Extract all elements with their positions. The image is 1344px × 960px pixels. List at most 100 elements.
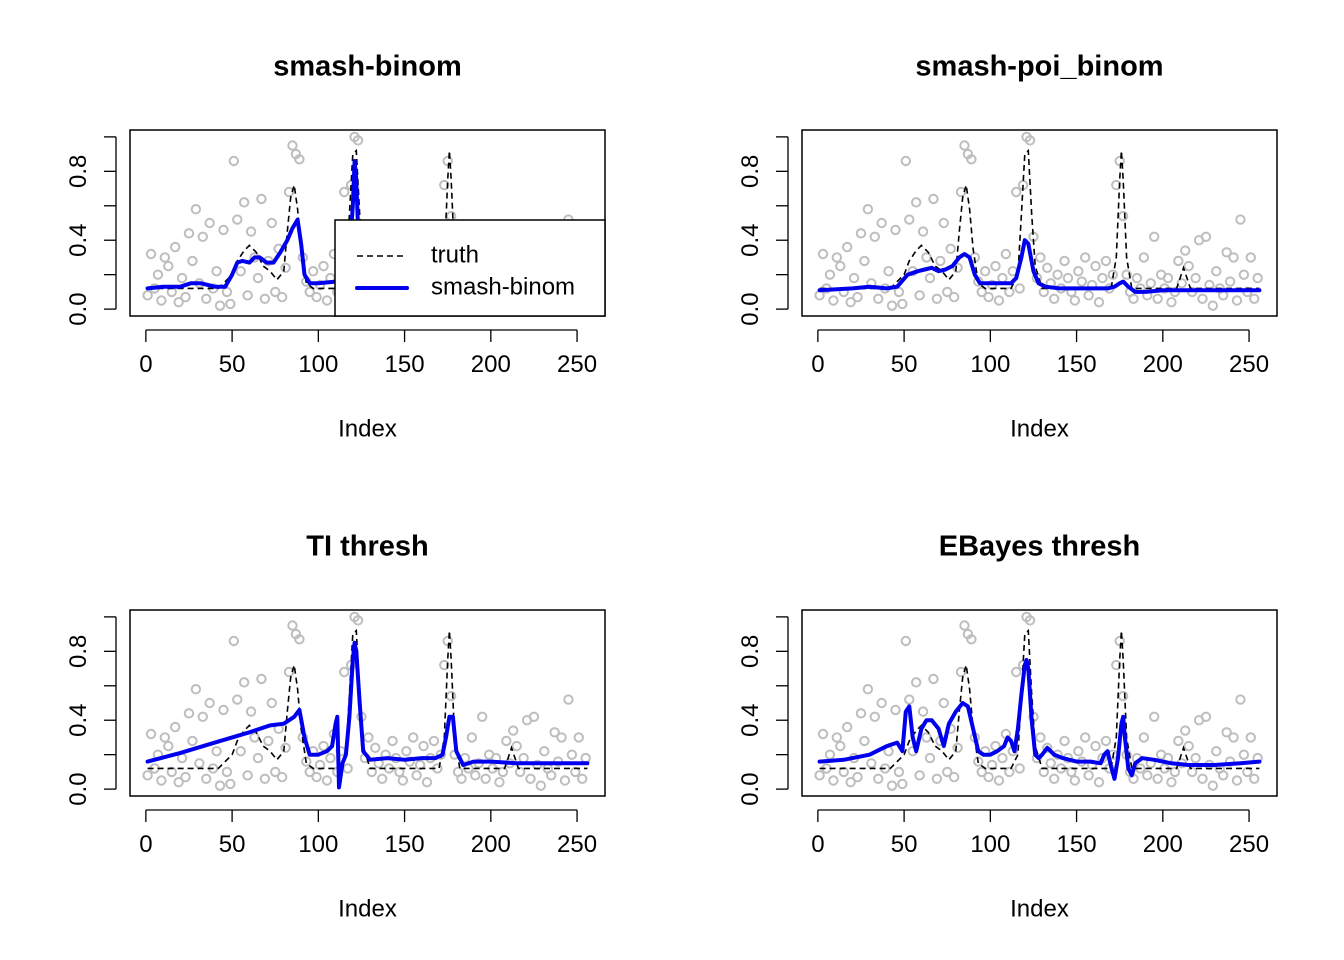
panel-2: smash-poi_binom 0 50 100 150 200 250 0.0 0.4 0.8 I… [737,51,1278,442]
data-point [814,770,825,781]
data-point [294,634,305,645]
data-point [997,752,1008,764]
data-point [535,780,547,791]
data-point [259,773,271,784]
data-point [163,260,174,272]
data-point [283,666,295,678]
x-tick-label: 150 [1057,351,1097,378]
data-point [845,297,856,308]
data-point [280,262,291,273]
data-point [276,771,288,783]
data-point [1093,297,1105,308]
data-point [1014,763,1025,774]
data-point [921,252,932,263]
x-tick-label: 100 [970,831,1010,858]
data-point [187,735,198,747]
data-point [445,210,457,222]
data-point [307,266,319,277]
data-point [304,286,315,298]
data-point [1180,725,1191,736]
data-point [318,260,329,272]
data-point [142,290,153,301]
plot-area [814,131,1263,311]
data-point [900,155,912,167]
data-point [190,684,202,695]
data-point [817,728,829,740]
data-point [862,204,874,215]
data-point [859,255,870,267]
x-tick-label: 150 [385,831,425,858]
y-tick-label: 0.4 [737,704,764,737]
data-point [376,773,388,784]
data-point [852,771,863,783]
data-point [993,295,1005,306]
data-point [973,756,984,767]
x-tick-label: 250 [1229,831,1269,858]
data-point [545,770,557,781]
data-point [211,266,222,277]
data-point [256,673,267,685]
data-point [873,293,884,304]
data-point [1183,260,1194,272]
data-point [1114,155,1125,167]
data-point [1062,272,1074,284]
data-point [1148,231,1160,242]
data-point [904,694,915,705]
x-tick-label: 100 [298,351,338,378]
legend-box [334,219,606,317]
data-point [824,749,836,760]
panel-title: smash-binom [273,51,462,83]
data-point [1200,231,1212,242]
data-point [159,732,171,743]
panel-4: EBayes thresh 0 50 100 150 200 250 0.0 0.4 0.8 Ind… [737,531,1278,922]
data-point [187,255,198,267]
data-point [897,778,908,790]
data-point [1173,255,1184,267]
data-point [1073,746,1084,757]
x-tick-label: 50 [219,351,246,378]
y-tick-label: 0.4 [65,224,92,257]
data-point [1052,269,1063,280]
data-point [1162,272,1174,284]
data-point [301,756,312,767]
data-point [580,752,591,764]
data-point [418,740,429,752]
data-point [525,773,536,784]
data-point [352,615,364,626]
y-tick-label: 0.0 [737,772,764,805]
data-point [955,666,967,678]
data-point [1073,266,1084,277]
data-point [566,749,578,760]
data-point [194,758,205,769]
data-point [993,775,1005,786]
data-point [266,697,277,709]
data-point [1000,248,1012,260]
data-point [577,773,588,784]
data-point [938,217,949,229]
data-point [1142,770,1153,781]
data-point [225,778,236,790]
estimate-line [817,238,1262,294]
x-tick-label: 0 [139,351,152,378]
data-point [245,706,257,717]
x-axis-label: Index [1010,415,1069,442]
data-point [1080,252,1091,263]
data-point [197,711,208,722]
data-point [1131,272,1143,284]
data-point [321,775,333,786]
x-tick-label: 0 [811,831,824,858]
data-point [1048,293,1060,304]
data-point [886,780,898,791]
data-point [966,154,977,165]
y-tick-label: 0.0 [65,292,92,325]
data-point [363,732,374,743]
data-point [835,740,846,752]
data-point [228,635,240,647]
plot-area [814,611,1263,791]
data-point [201,293,212,304]
data-point [304,766,315,778]
data-point [1114,635,1125,647]
data-point [924,272,936,284]
data-point [1100,255,1112,267]
data-point [1190,272,1201,284]
